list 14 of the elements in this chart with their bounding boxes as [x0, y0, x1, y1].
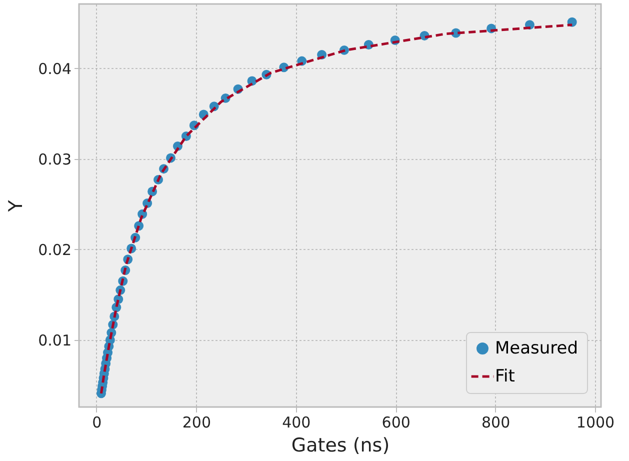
- x-tick-label: 800: [481, 414, 510, 432]
- x-tick-label: 1000: [576, 414, 615, 432]
- y-axis-title: Y: [5, 200, 28, 213]
- y-tick-label: 0.02: [38, 240, 72, 259]
- x-tick-label: 400: [282, 414, 311, 432]
- x-tick-label: 200: [182, 414, 211, 432]
- y-tick-label: 0.01: [38, 331, 72, 350]
- legend-label: Measured: [495, 338, 578, 358]
- y-tick-label: 0.04: [38, 60, 72, 78]
- x-tick-label: 0: [92, 414, 102, 432]
- legend-label: Fit: [495, 366, 516, 386]
- x-tick-label: 600: [382, 414, 410, 432]
- x-axis-title: Gates (ns): [291, 434, 390, 456]
- y-tick-label: 0.03: [38, 150, 72, 168]
